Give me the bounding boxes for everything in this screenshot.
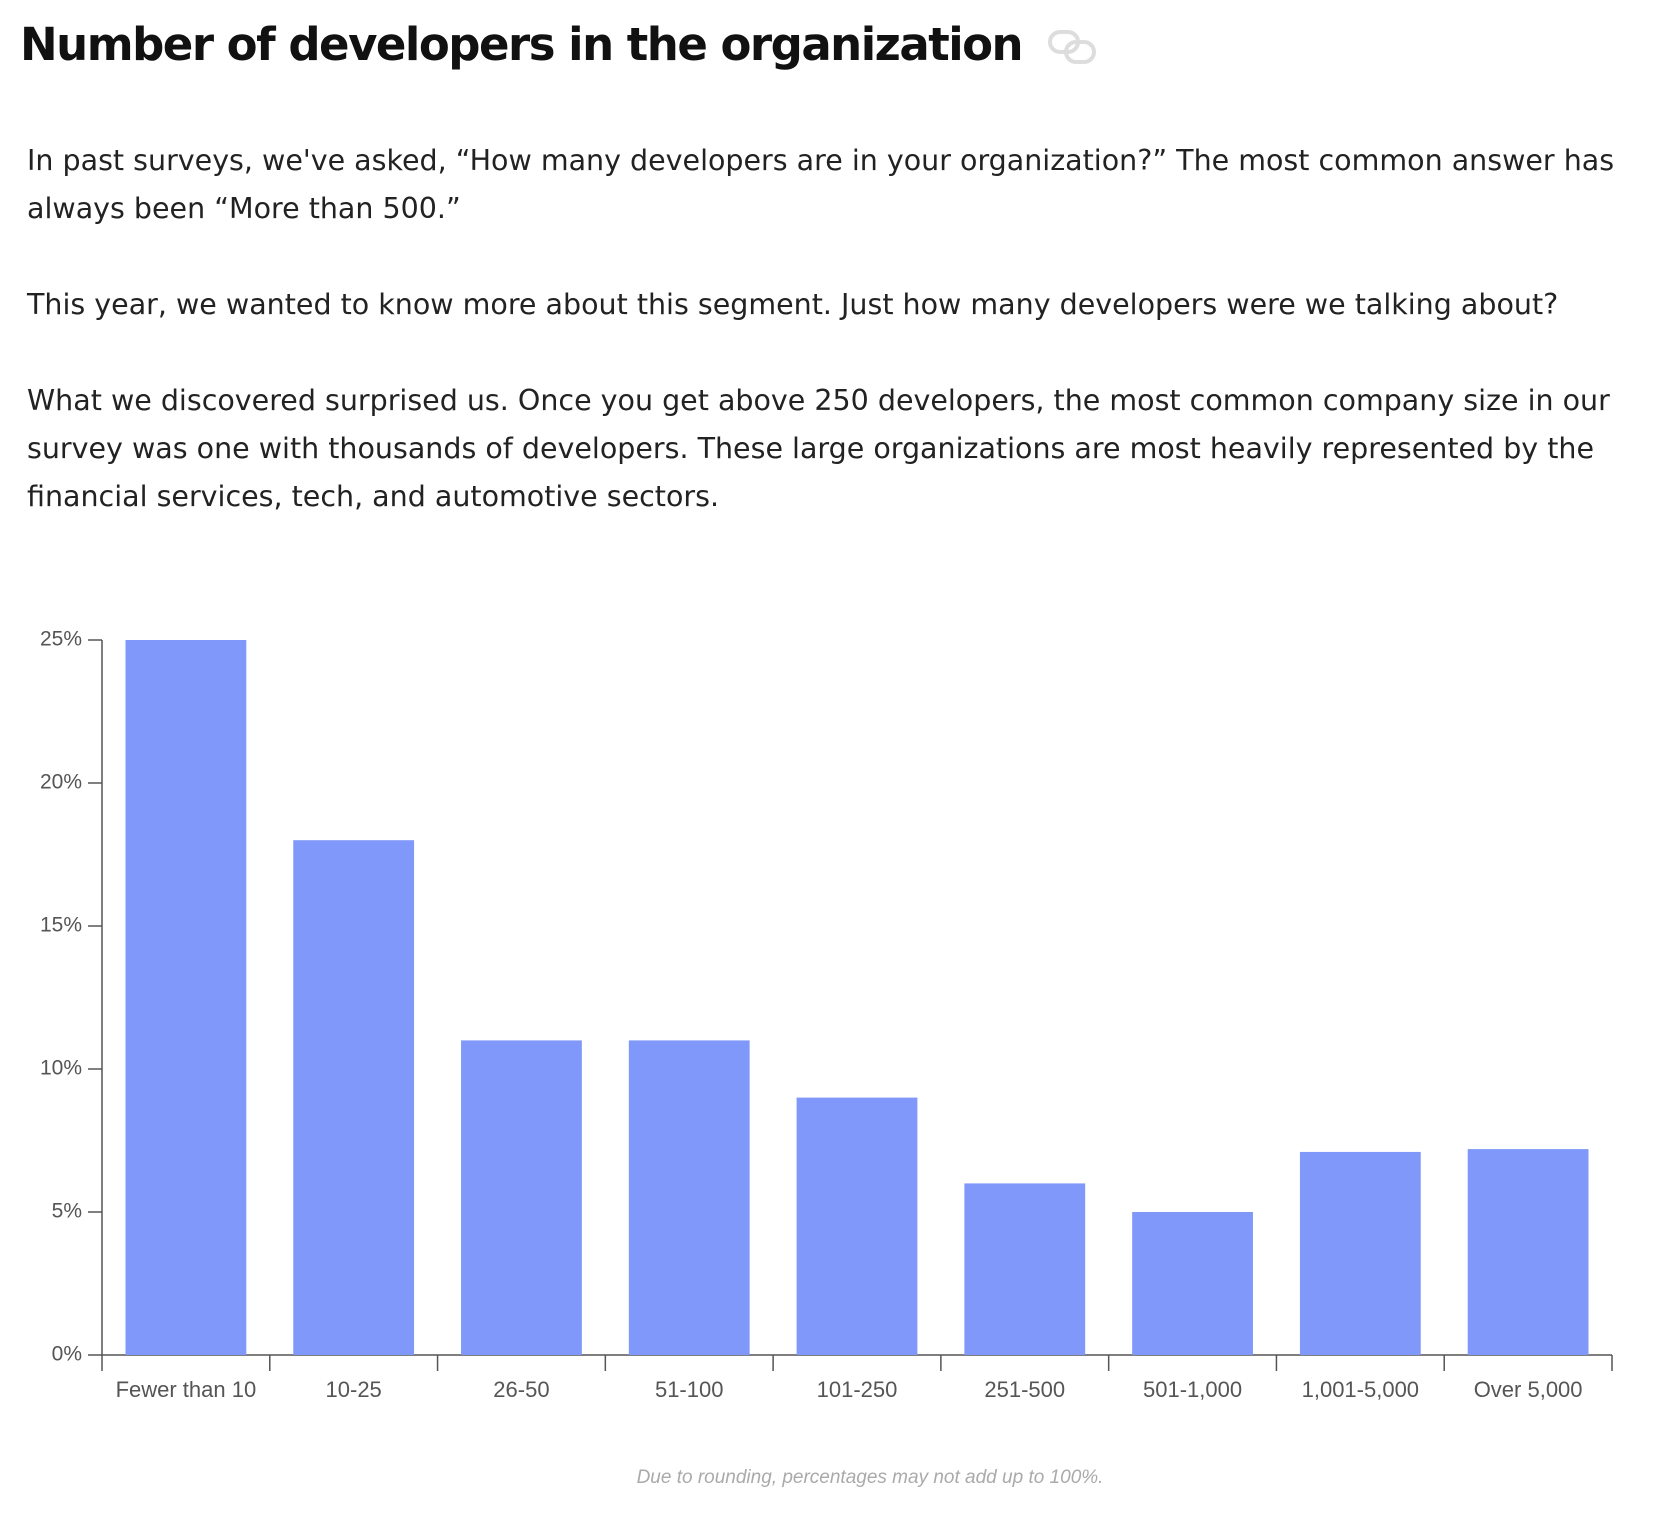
- paragraph: What we discovered surprised us. Once yo…: [27, 384, 1610, 513]
- footnote: Due to rounding, percentages may not add…: [637, 1467, 1104, 1488]
- y-tick-label: 15%: [40, 914, 82, 937]
- bar: [1467, 1149, 1589, 1355]
- x-tick-label: 251-500: [984, 1377, 1065, 1402]
- x-tick-label: 1,001-5,000: [1302, 1377, 1419, 1402]
- bar: [1299, 1151, 1421, 1355]
- title-text: Number of developers in the organization: [20, 18, 1024, 71]
- bar: [628, 1040, 750, 1355]
- y-tick-label: 10%: [40, 1057, 82, 1080]
- x-tick-label: Fewer than 10: [116, 1377, 257, 1402]
- paragraph: This year, we wanted to know more about …: [27, 288, 1559, 321]
- bar: [293, 840, 415, 1355]
- y-tick-label: 5%: [52, 1200, 82, 1223]
- x-tick-label: 501-1,000: [1143, 1377, 1242, 1402]
- x-tick-label: Over 5,000: [1474, 1377, 1583, 1402]
- bar: [796, 1097, 918, 1355]
- bar: [964, 1183, 1086, 1355]
- paragraph: In past surveys, we've asked, “How many …: [27, 144, 1615, 225]
- y-tick-label: 25%: [40, 628, 82, 651]
- y-tick-label: 20%: [40, 771, 82, 794]
- bar: [1132, 1212, 1253, 1355]
- page-title: Number of developers in the organization: [20, 18, 1097, 71]
- x-tick-label: 26-50: [493, 1377, 549, 1402]
- link-icon[interactable]: [1046, 26, 1100, 66]
- x-tick-label: 10-25: [326, 1377, 382, 1402]
- y-tick-label: 0%: [52, 1343, 82, 1366]
- x-tick-label: 101-250: [817, 1377, 898, 1402]
- bar: [125, 640, 247, 1355]
- bar: [461, 1040, 582, 1355]
- x-tick-label: 51-100: [655, 1377, 724, 1402]
